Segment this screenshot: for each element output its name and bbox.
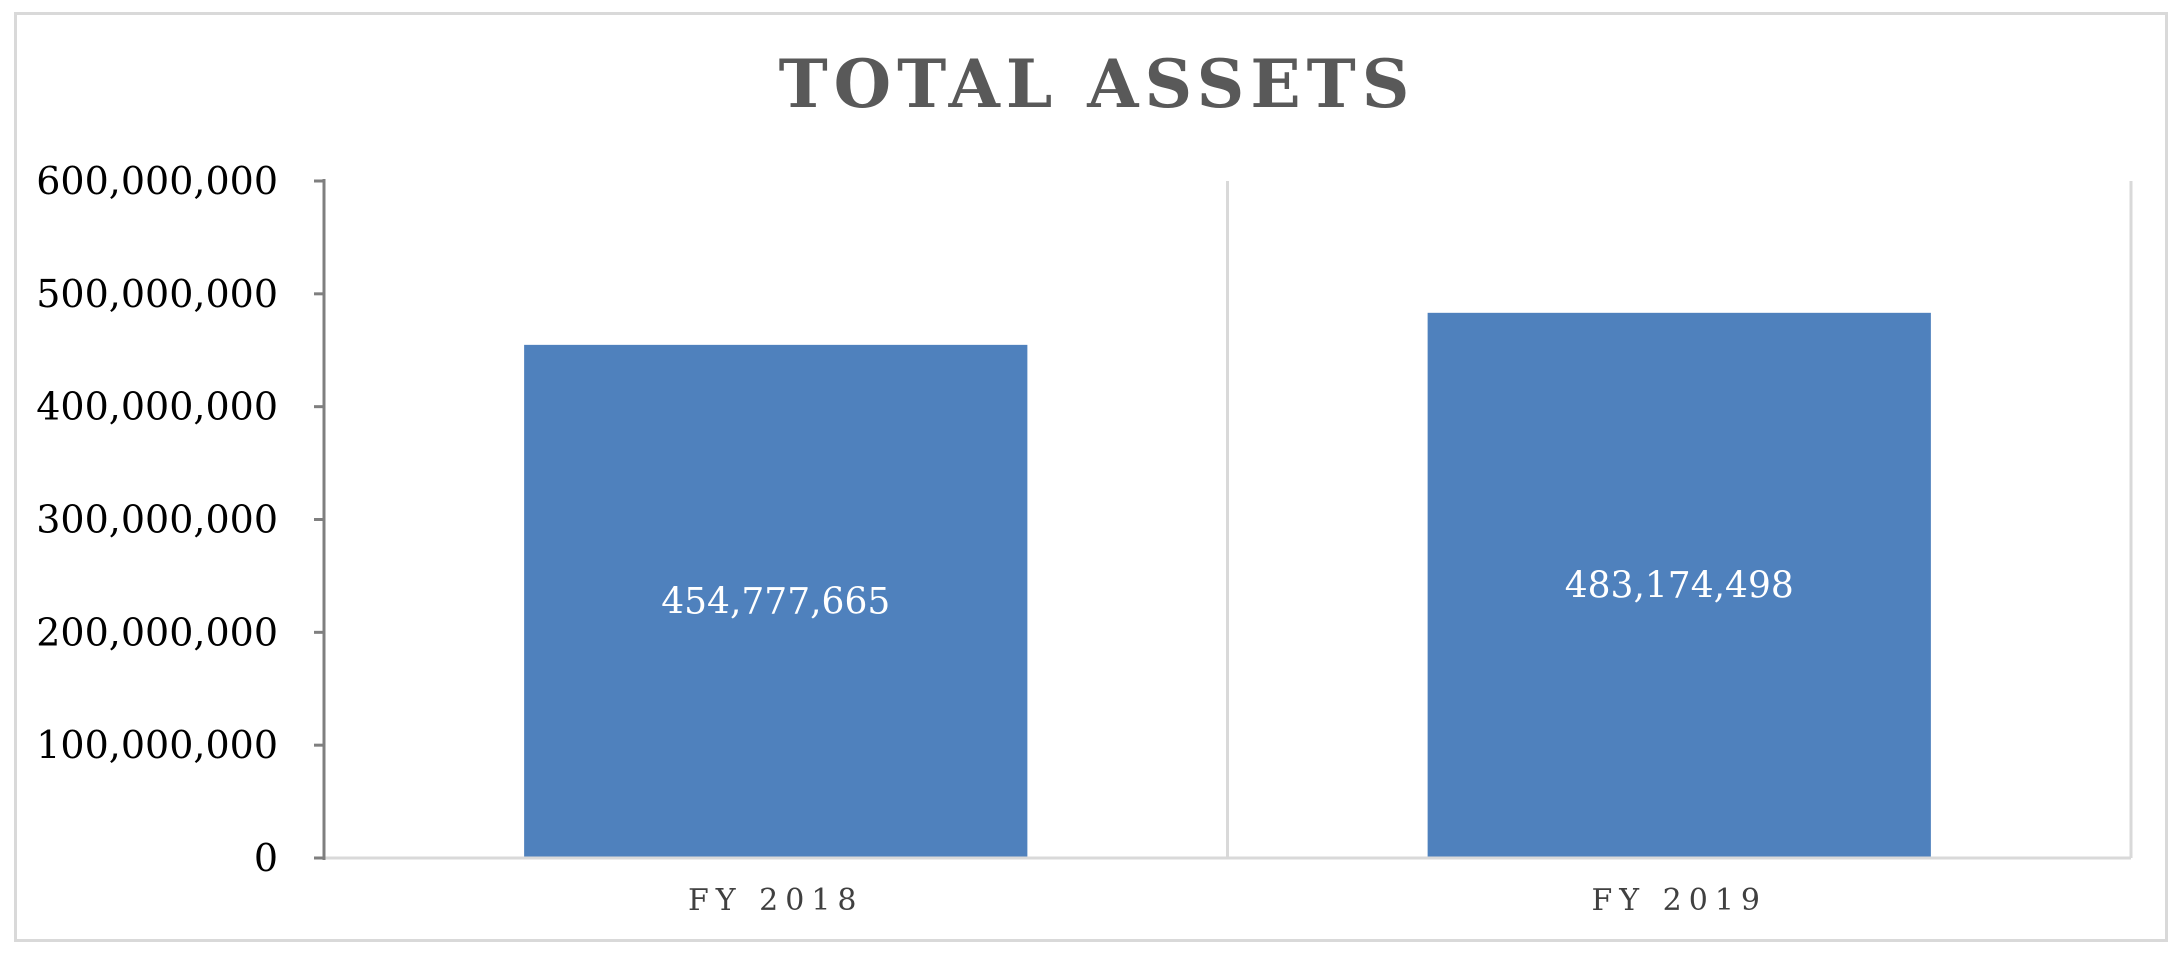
y-tick-label: 500,000,000 — [36, 272, 278, 316]
bar-fy-2018 — [524, 344, 1028, 858]
bar-data-label: 454,777,665 — [661, 581, 890, 622]
y-tick-label: 100,000,000 — [36, 723, 278, 767]
y-tick-label: 0 — [254, 836, 278, 880]
x-tick-label: FY 2018 — [688, 883, 864, 918]
x-tick-label: FY 2019 — [1591, 883, 1767, 918]
bar-fy-2019 — [1427, 312, 1931, 858]
chart-title: TOTAL ASSETS — [779, 45, 1416, 123]
y-tick-label: 400,000,000 — [36, 385, 278, 429]
bar-chart: TOTAL ASSETS 454,777,665 FY 2018 483,174,4… — [36, 45, 2133, 918]
y-tick-label: 200,000,000 — [36, 610, 278, 654]
plot-area: 454,777,665 FY 2018 483,174,498 FY 2019 0 100… — [36, 159, 2133, 918]
y-tick-label: 600,000,000 — [36, 159, 278, 203]
chart-frame: TOTAL ASSETS 454,777,665 FY 2018 483,174,4… — [14, 12, 2168, 942]
bar-data-label: 483,174,498 — [1565, 565, 1794, 606]
y-tick-label: 300,000,000 — [36, 498, 278, 542]
